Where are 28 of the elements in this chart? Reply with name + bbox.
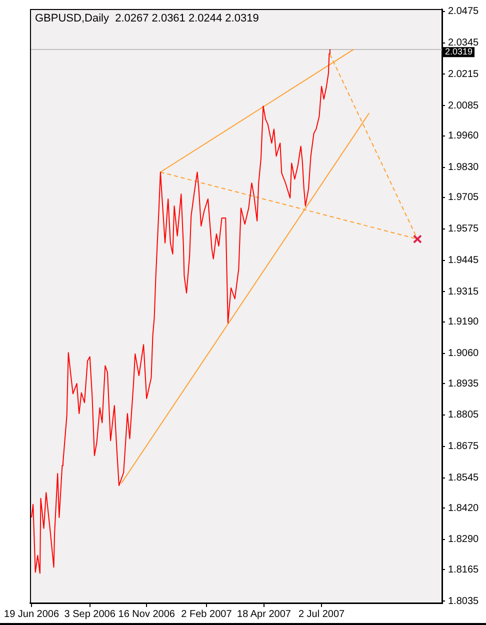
y-tick-label: 1.9705 [448,192,480,204]
y-tick-label: 1.8165 [448,564,480,576]
y-tick-label: 1.8035 [448,596,480,607]
ref-line-label: 2.0319 [445,46,473,57]
y-tick-label: 1.9060 [448,348,480,360]
y-tick-label: 1.8290 [448,534,480,546]
y-tick-label: 2.0215 [448,69,480,80]
x-tick-label: 3 Sep 2006 [64,608,116,620]
y-tick-label: 1.9190 [448,316,480,328]
x-tick-label: 16 Nov 2006 [118,608,176,620]
y-tick-label: 1.8420 [448,502,480,514]
y-tick-label: 2.0475 [448,6,480,18]
x-tick-label: 18 Apr 2007 [237,608,292,620]
y-tick-label: 1.9830 [448,162,480,174]
y-tick-label: 2.0345 [448,38,480,49]
y-tick-label: 1.8675 [448,441,480,452]
x-tick-label: 2 Jul 2007 [298,608,346,620]
y-tick-label: 1.9315 [448,286,480,298]
x-tick-label: 19 Jun 2006 [4,608,60,620]
chart-title: GBPUSD,Daily 2.0267 2.0361 2.0244 2.0319 [35,12,259,25]
y-tick-label: 1.9445 [448,255,480,266]
y-tick-label: 2.0085 [448,100,480,112]
y-tick-label: 1.9575 [448,224,480,235]
y-tick-label: 1.8545 [448,472,480,484]
y-tick-label: 1.8805 [448,410,480,421]
x-tick-label: 2 Feb 2007 [181,608,232,620]
y-tick-label: 1.9960 [448,130,480,142]
y-tick-label: 1.8935 [448,378,480,390]
